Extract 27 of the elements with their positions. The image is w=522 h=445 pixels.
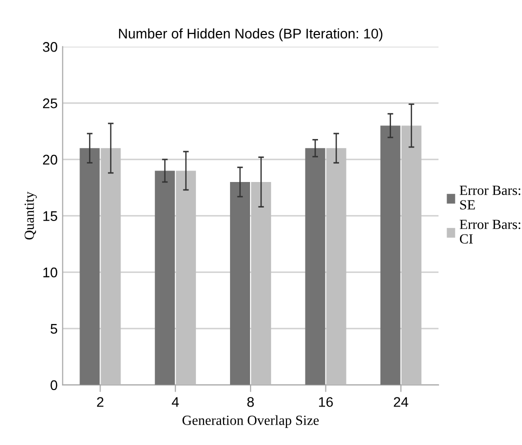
bar: [401, 126, 422, 385]
y-tick-label: 0: [50, 380, 58, 390]
y-tick-label: 5: [50, 324, 58, 334]
bar: [176, 170, 196, 385]
x-tick-label: 16: [319, 397, 333, 407]
bar: [251, 182, 272, 385]
x-tick-label: 2: [97, 397, 104, 407]
y-tick-label: 25: [43, 98, 58, 108]
y-tick-label: 10: [43, 268, 58, 278]
x-tick-label: 8: [247, 397, 254, 407]
bar: [305, 148, 326, 385]
bar: [326, 148, 346, 385]
bar: [154, 170, 175, 385]
x-tick-label: 24: [394, 397, 408, 407]
legend-label: Error Bars: SE: [460, 186, 520, 210]
chart-title: Number of Hidden Nodes (BP Iteration: 10): [119, 28, 382, 42]
y-tick-label: 20: [43, 154, 58, 165]
x-tick-label: 4: [172, 397, 179, 407]
bar: [230, 182, 250, 385]
bar: [80, 148, 100, 385]
bar: [380, 126, 400, 385]
y-axis-title: Quantity: [24, 192, 37, 240]
bar: [100, 148, 121, 385]
x-axis-title: Generation Overlap Size: [182, 415, 319, 428]
y-tick-label: 15: [43, 211, 58, 221]
y-tick-label: 30: [42, 42, 58, 52]
legend-label: Error Bars: CI: [460, 220, 520, 244]
